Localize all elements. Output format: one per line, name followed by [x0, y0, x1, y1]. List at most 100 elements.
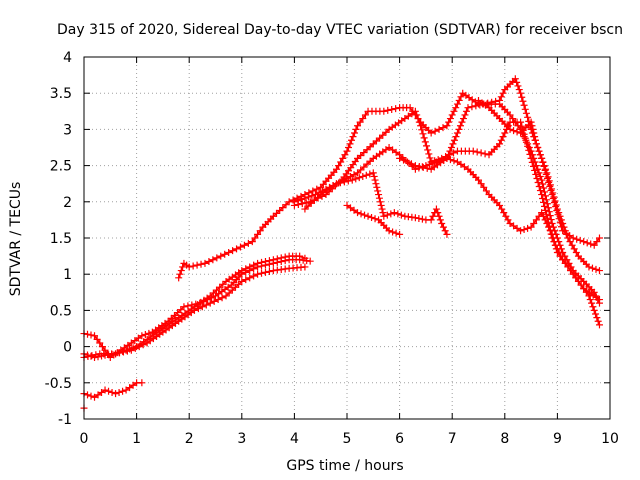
data-point-marker — [526, 150, 534, 158]
data-point-marker — [482, 187, 490, 195]
data-point-marker — [371, 215, 379, 223]
data-point-marker — [385, 144, 393, 151]
data-point-marker — [443, 230, 451, 238]
data-point-marker — [456, 122, 464, 130]
data-point-marker — [530, 220, 538, 228]
data-point-marker — [347, 204, 355, 212]
data-point-marker — [238, 277, 246, 285]
data-point-marker — [477, 149, 485, 157]
data-point-marker — [229, 247, 237, 255]
data-point-marker — [538, 209, 546, 217]
data-point-marker — [550, 238, 558, 246]
data-point-marker — [238, 267, 246, 275]
x-tick-label: 0 — [80, 431, 89, 447]
data-point-marker — [560, 223, 568, 231]
data-point-marker — [457, 160, 465, 168]
data-point-marker — [535, 183, 543, 191]
data-point-marker — [517, 118, 525, 126]
data-point-marker — [350, 206, 358, 214]
data-point-marker — [415, 163, 423, 171]
data-point-marker — [541, 206, 549, 214]
data-point-marker — [236, 243, 244, 251]
data-point-marker — [389, 146, 397, 154]
data-point-marker — [265, 267, 273, 275]
data-point-marker — [527, 118, 535, 126]
data-point-marker — [510, 127, 518, 135]
data-point-marker — [313, 185, 321, 193]
data-point-marker — [258, 258, 266, 266]
data-point-marker — [475, 176, 482, 184]
data-point-marker — [289, 196, 297, 204]
data-point-marker — [525, 146, 533, 154]
data-point-marker — [531, 136, 539, 144]
data-point-marker — [561, 227, 569, 235]
data-point-marker — [115, 388, 123, 396]
data-point-marker — [309, 187, 317, 195]
data-series — [80, 75, 603, 412]
data-point-marker — [513, 224, 521, 232]
data-point-marker — [347, 172, 355, 180]
data-point-marker — [539, 195, 547, 203]
data-point-marker — [101, 386, 109, 394]
data-point-marker — [419, 163, 427, 171]
data-point-marker — [138, 332, 146, 340]
data-point-marker — [392, 148, 400, 156]
data-point-marker — [387, 210, 395, 218]
data-point-marker — [261, 258, 269, 266]
data-point-marker — [564, 234, 572, 242]
data-point-marker — [258, 269, 266, 277]
y-tick-label: 3.5 — [50, 86, 72, 102]
data-point-marker — [496, 140, 504, 148]
data-point-marker — [593, 238, 601, 246]
data-point-marker — [563, 230, 571, 238]
data-point-marker — [256, 227, 264, 235]
data-point-marker — [138, 379, 146, 387]
data-point-marker — [519, 97, 527, 105]
y-tick-label: 4 — [63, 50, 72, 66]
data-point-marker — [538, 191, 546, 199]
data-point-marker — [357, 210, 365, 218]
data-point-marker — [530, 129, 538, 137]
data-point-marker — [304, 193, 312, 201]
data-point-marker — [359, 115, 367, 123]
data-point-marker — [557, 216, 565, 224]
series-track-12 — [475, 96, 603, 275]
data-point-marker — [185, 263, 193, 271]
data-point-marker — [556, 212, 564, 220]
data-point-marker — [445, 118, 453, 126]
data-point-marker — [446, 156, 454, 164]
data-point-marker — [453, 158, 461, 166]
data-point-marker — [585, 292, 593, 300]
data-point-marker — [536, 187, 544, 195]
x-tick-label: 6 — [395, 431, 404, 447]
data-point-marker — [556, 252, 564, 260]
data-point-marker — [473, 148, 481, 156]
data-point-marker — [538, 154, 546, 162]
data-point-marker — [533, 174, 541, 182]
data-point-marker — [209, 256, 217, 264]
data-point-marker — [93, 335, 101, 343]
data-point-marker — [401, 115, 409, 123]
y-tick-label: 1 — [63, 267, 72, 283]
data-point-marker — [478, 99, 486, 107]
data-point-marker — [590, 306, 598, 314]
data-point-marker — [127, 346, 135, 354]
data-point-marker — [112, 350, 120, 358]
data-point-marker — [553, 248, 561, 256]
data-point-marker — [261, 268, 269, 276]
data-point-marker — [528, 158, 536, 166]
x-tick-label: 7 — [448, 431, 457, 447]
data-point-marker — [343, 147, 351, 155]
data-point-marker — [580, 238, 588, 246]
data-point-marker — [205, 258, 213, 266]
data-point-marker — [379, 209, 387, 217]
x-tick-label: 9 — [553, 431, 562, 447]
data-point-marker — [202, 301, 210, 309]
data-point-marker — [240, 241, 248, 249]
data-point-marker — [528, 122, 536, 130]
data-point-marker — [368, 213, 376, 221]
data-point-marker — [201, 259, 209, 267]
data-point-marker — [421, 138, 429, 146]
series-track-10 — [343, 201, 404, 238]
data-point-marker — [388, 105, 396, 113]
